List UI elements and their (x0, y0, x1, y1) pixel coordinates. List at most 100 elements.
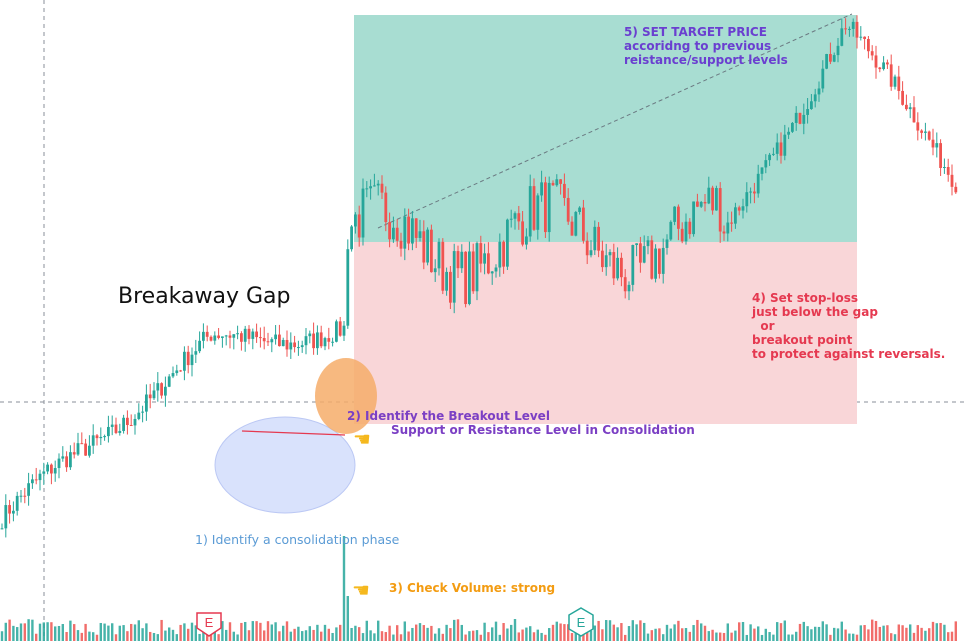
candle-body (15, 495, 19, 511)
volume-bar (111, 623, 114, 641)
volume-bar (152, 632, 156, 641)
volume-bar (179, 624, 182, 641)
candle-body (612, 252, 616, 279)
candle-body (460, 251, 464, 269)
candle-body (122, 417, 125, 431)
candle-body (202, 331, 205, 341)
volume-bar (69, 620, 72, 641)
volume-bar (369, 630, 372, 641)
candle-body (897, 76, 901, 91)
candle-body (179, 370, 182, 372)
candle-body (376, 183, 380, 186)
volume-bar (734, 630, 737, 641)
volume-bar (415, 624, 418, 641)
volume-bar (388, 625, 391, 641)
consolidation-ellipse (214, 416, 356, 514)
candle-body (863, 36, 866, 39)
candle-body (810, 101, 813, 110)
volume-bar (263, 630, 266, 641)
candle-body (802, 114, 806, 124)
volume-bar (825, 624, 828, 641)
volume-bar (890, 633, 893, 641)
volume-bar (399, 634, 403, 641)
candle-body (228, 335, 232, 338)
volume-bar (768, 632, 771, 641)
candle-body (555, 179, 559, 186)
earnings-marker-2[interactable]: E (568, 607, 594, 637)
volume-bar (38, 623, 42, 641)
volume-bar (635, 624, 638, 641)
candle-body (392, 227, 395, 240)
candle-body (677, 206, 680, 229)
candle-body (665, 239, 669, 248)
volume-bar (814, 626, 817, 641)
candle-body (198, 340, 201, 352)
candle-body (532, 186, 536, 230)
candle-body (901, 90, 904, 105)
candle-body (84, 443, 87, 456)
volume-bar (342, 536, 346, 641)
candle-body (597, 226, 600, 251)
volume-bar (844, 629, 847, 641)
candle-body (559, 179, 562, 184)
volume-bar (202, 628, 205, 641)
volume-bar (696, 619, 699, 641)
volume-bar (817, 626, 821, 641)
volume-bar (821, 621, 824, 641)
candle-body (490, 271, 494, 274)
volume-bar (304, 630, 308, 641)
earnings-marker-1[interactable]: E (196, 612, 222, 637)
volume-bar (430, 625, 433, 641)
candle-body (88, 445, 91, 456)
volume-bar (521, 629, 524, 641)
candle-body (50, 464, 53, 474)
candle-body (414, 218, 418, 238)
volume-bar (646, 633, 650, 641)
volume-bar (456, 619, 460, 641)
volume-bar (548, 628, 551, 641)
volume-bar (42, 622, 45, 641)
volume-bar (282, 625, 285, 641)
volume-bar (810, 629, 813, 641)
volume-bar (874, 620, 878, 641)
volume-bar (50, 622, 53, 641)
volume-bar (544, 634, 547, 641)
volume-bar (627, 626, 631, 641)
candle-body (23, 495, 27, 497)
volume-bar (551, 624, 555, 641)
candle-body (589, 250, 593, 256)
volume-bar (859, 625, 862, 641)
candle-body (175, 370, 179, 374)
candle-body (388, 222, 391, 240)
candle-body (927, 131, 931, 140)
candle-body (289, 342, 293, 350)
volume-bar (130, 623, 133, 641)
candle-body (912, 107, 916, 123)
volume-bar (654, 628, 657, 641)
candle-body (813, 94, 817, 102)
volume-bar (84, 623, 87, 641)
volume-bar (377, 620, 380, 641)
candle-body (916, 122, 920, 131)
candle-body (669, 221, 673, 240)
candle-body (794, 112, 798, 123)
volume-bar (620, 623, 623, 641)
volume-bar (673, 624, 676, 641)
volume-bar (943, 624, 946, 641)
candle-body (437, 241, 441, 269)
candle-body (426, 229, 429, 263)
candle-body (384, 192, 388, 223)
candle-body (335, 321, 338, 342)
volume-bar (722, 632, 726, 641)
candle-body (525, 236, 528, 245)
candle-body (772, 153, 775, 155)
volume-bar (878, 626, 881, 641)
volume-bar (175, 634, 178, 641)
volume-bar (950, 631, 954, 641)
candle-body (338, 321, 342, 336)
candle-body (905, 104, 908, 110)
step5-annotation: 5) SET TARGET PRICE accoridng to previou… (624, 25, 788, 67)
volume-bar (567, 624, 570, 641)
candle-body (331, 341, 334, 343)
candle-body (646, 240, 650, 247)
